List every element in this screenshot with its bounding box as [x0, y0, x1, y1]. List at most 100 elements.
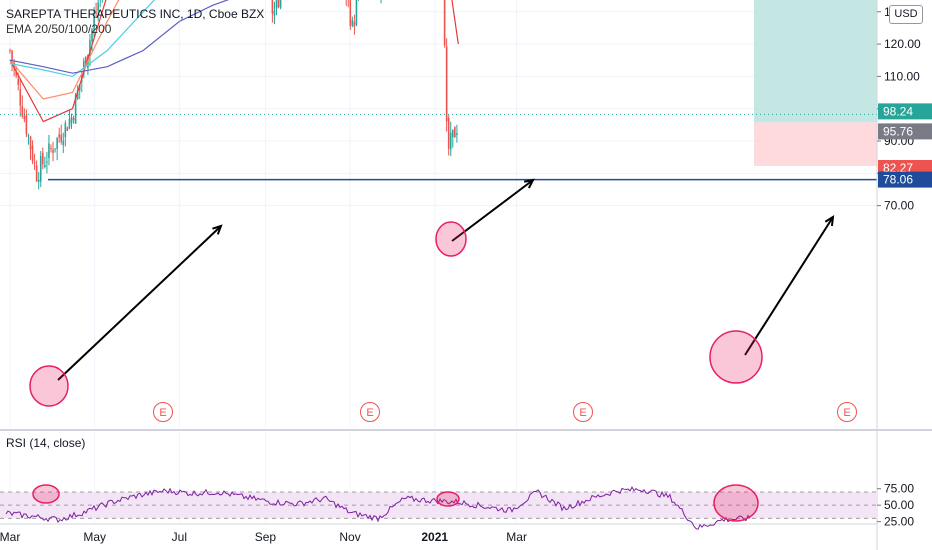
time-axis-label: May [83, 530, 106, 544]
trend-arrow-2 [451, 179, 534, 242]
earnings-marker-label: E [579, 407, 586, 419]
time-axis-label: Nov [339, 530, 360, 544]
target-zone [754, 0, 877, 123]
time-axis-label: Mar [506, 530, 527, 544]
candle-body [52, 149, 54, 153]
currency-button[interactable]: USD [889, 5, 923, 24]
candle-body [44, 164, 46, 167]
earnings-marker [573, 402, 593, 422]
time-axis-label: Mar [0, 530, 20, 544]
candle-body [31, 145, 34, 162]
candle-body [89, 40, 91, 57]
candle-body [9, 49, 11, 51]
candle-body [54, 148, 56, 150]
candle-body [353, 21, 356, 27]
candle-body [37, 179, 40, 182]
ema-line-4 [9, 0, 230, 74]
trend-arrow-1 [57, 225, 222, 381]
earnings-marker-label: E [366, 407, 373, 419]
candle-body [95, 12, 97, 14]
candle-body [62, 140, 65, 146]
candle-body [456, 133, 458, 135]
candle-body [85, 57, 87, 67]
price-tag-last [878, 103, 932, 120]
candle-body [58, 134, 60, 138]
candle-body [15, 71, 17, 76]
rsi-highlight-1 [32, 484, 60, 504]
ema-line-3 [9, 0, 155, 78]
earnings-marker [837, 402, 857, 422]
rsi-legend[interactable]: RSI (14, close) [6, 436, 86, 450]
candle-body [91, 29, 93, 41]
candle-body [11, 50, 13, 62]
trend-arrow-1-head [212, 224, 223, 235]
candle-body [60, 134, 63, 142]
chart-title: SAREPTA THERAPEUTICS INC, 1D, Cboe BZX [6, 7, 265, 21]
candle-body [27, 135, 30, 137]
rsi-line [5, 486, 751, 530]
price-tag-label-entry: 95.76 [883, 124, 913, 138]
candle-body [23, 115, 26, 120]
highlight-oval-1 [29, 365, 69, 407]
candle-body [70, 116, 73, 124]
candle-body [42, 152, 44, 165]
price-axis-label: 120.00 [884, 37, 921, 51]
candle-body [25, 114, 28, 135]
time-axis-label: Jul [172, 530, 187, 544]
earnings-marker-label: E [843, 407, 850, 419]
price-tag-entry [878, 123, 932, 140]
candle-body [355, 0, 358, 25]
candle-body [275, 0, 278, 9]
time-axis-label: 2021 [421, 530, 448, 544]
price-axis-label: 70.00 [884, 199, 914, 213]
candle-body [64, 122, 67, 138]
trend-arrow-3-head [824, 215, 835, 227]
time-axis-label: Sep [255, 530, 277, 544]
candle-body [447, 118, 450, 149]
candle-body [452, 129, 454, 138]
candle-body [273, 10, 276, 16]
candle-body [50, 148, 52, 150]
candle-body [33, 162, 36, 164]
earnings-marker [153, 402, 173, 422]
candle-body [56, 137, 58, 149]
price-tag-label-last: 98.24 [883, 104, 913, 118]
candle-body [93, 17, 95, 30]
candle-body [349, 0, 352, 27]
ema-line-2 [9, 0, 120, 100]
candle-body [445, 46, 448, 122]
indicator-legend[interactable]: EMA 20/50/100/200 [6, 22, 112, 36]
trend-arrow-2-head [523, 178, 535, 189]
candle-body [35, 165, 38, 182]
candle-body [76, 89, 79, 99]
rsi-axis-label: 50.00 [884, 498, 914, 512]
earnings-marker [360, 402, 380, 422]
stop-zone [754, 122, 877, 166]
price-tag-support [878, 171, 932, 188]
highlight-oval-3 [709, 330, 763, 384]
price-axis-label: 110.00 [884, 69, 920, 83]
candle-body [279, 0, 282, 8]
candle-body [72, 118, 75, 121]
rsi-highlight-3 [713, 484, 759, 522]
candle-body [68, 119, 71, 128]
candle-body [66, 127, 69, 131]
candle-body [46, 161, 48, 163]
candle-body [48, 143, 50, 159]
candle-body [78, 84, 81, 91]
price-tag-label-support: 78.06 [883, 173, 913, 187]
candle-body [97, 2, 99, 11]
candle-body [443, 0, 446, 46]
candle-body [21, 106, 24, 117]
candle-body [74, 94, 77, 124]
ema-line-1 [9, 0, 459, 123]
rsi-highlight-2 [436, 491, 460, 507]
earnings-marker-label: E [159, 407, 166, 419]
candle-body [19, 89, 22, 106]
trend-arrow-3 [744, 216, 834, 356]
candle-body [449, 132, 452, 150]
candle-body [39, 155, 42, 182]
rsi-axis-label: 75.00 [884, 482, 914, 496]
